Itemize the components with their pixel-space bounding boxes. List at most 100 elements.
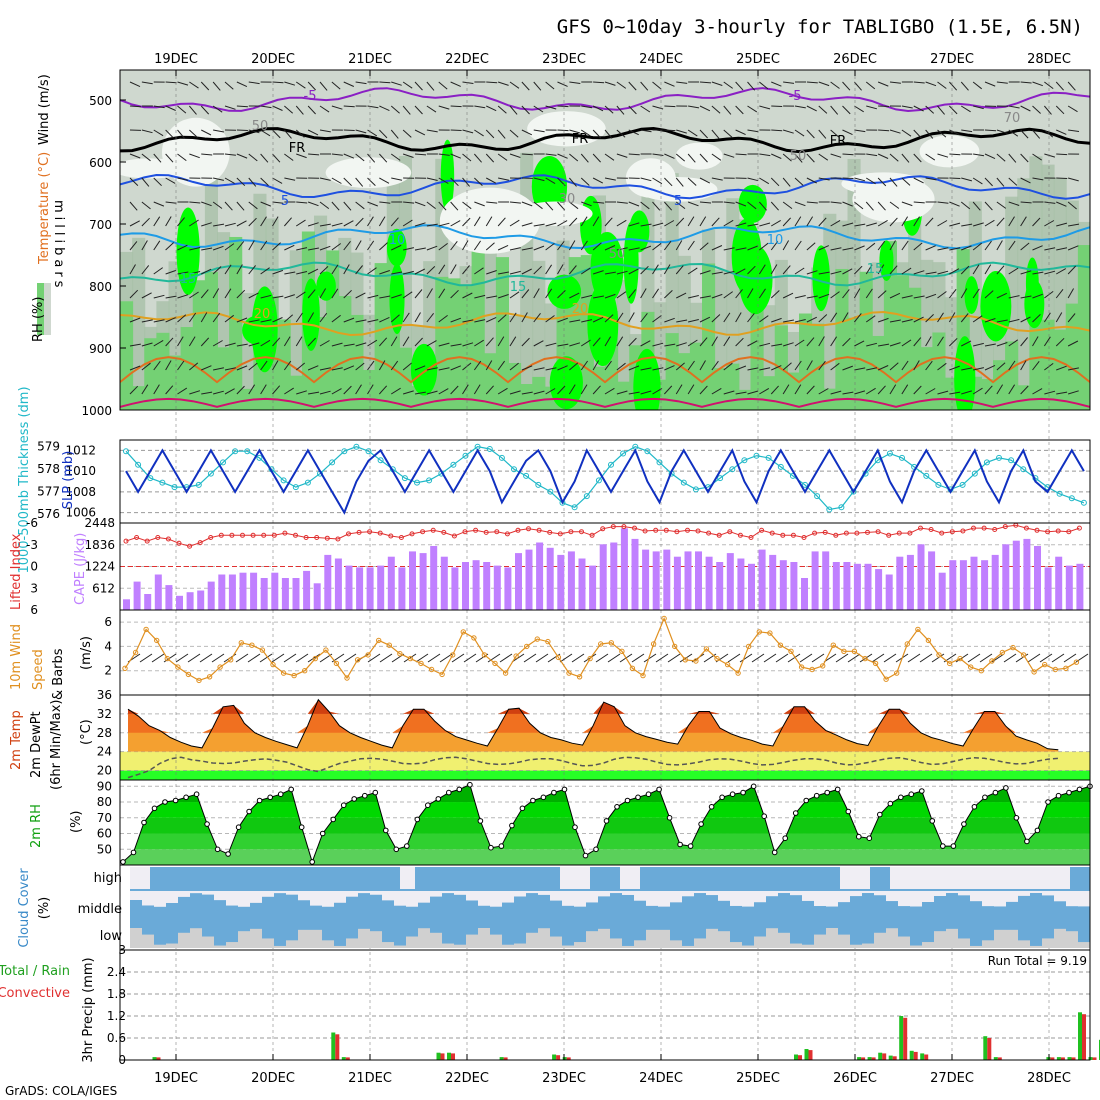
- wind-barb: [735, 247, 747, 251]
- rh-point: [204, 821, 210, 827]
- wind-barb: [153, 201, 165, 207]
- cloud-mid-clear: [526, 891, 538, 894]
- cloud-mid-clear: [910, 891, 922, 907]
- wind-speed-point: [640, 672, 646, 679]
- wind-barb: [996, 153, 1006, 162]
- wind-barb: [699, 129, 708, 139]
- wind-speed-point: [735, 670, 741, 676]
- wind-barb: [1044, 270, 1056, 275]
- precip-total-bar: [888, 1055, 893, 1060]
- wind-barb: [474, 339, 484, 347]
- wind-barb: [604, 245, 616, 251]
- cape-bar: [938, 572, 946, 610]
- wind-barb-10m: [535, 653, 549, 663]
- precip-convective-bar: [1050, 1057, 1055, 1060]
- wind-barb: [723, 153, 735, 158]
- wind-barb: [450, 129, 462, 131]
- li-ylabel: Lifted Index: [9, 533, 24, 610]
- wind-barb: [1067, 265, 1077, 275]
- rh-high-cell: [954, 336, 976, 410]
- wind-barb: [913, 337, 922, 347]
- precip-total-bar: [899, 1016, 904, 1060]
- rh-point: [950, 843, 957, 849]
- wind-barb: [782, 153, 792, 162]
- wind-barb: [331, 314, 341, 323]
- wind-barb: [616, 390, 628, 395]
- wind-barb: [308, 247, 319, 251]
- wind-barb: [568, 240, 576, 251]
- wind-barb: [533, 105, 544, 113]
- wind-barb-10m: [667, 653, 681, 663]
- li-point: [324, 535, 330, 541]
- wind-barb: [937, 220, 948, 227]
- wind-barb: [212, 266, 222, 275]
- thickness-tick-label: 579: [37, 440, 60, 454]
- wind-barb: [438, 105, 450, 110]
- precip-total-bar: [331, 1032, 336, 1060]
- rh-band-green: [338, 296, 352, 410]
- wind-barb: [201, 365, 212, 371]
- cloud-mid-clear: [178, 891, 190, 897]
- li-point: [346, 531, 351, 537]
- wind-barb: [533, 367, 545, 371]
- wind-barb-10m: [919, 653, 933, 663]
- cape-bar: [864, 563, 872, 610]
- wind-barb: [984, 240, 992, 251]
- wind-barb: [901, 216, 909, 227]
- wind-barb: [390, 314, 400, 323]
- wind-barb: [391, 177, 403, 181]
- wind-barb: [367, 267, 377, 275]
- wind-barb: [842, 337, 851, 347]
- wind-barb: [390, 129, 399, 139]
- wind-barb: [557, 240, 565, 251]
- wind-barb: [307, 222, 319, 227]
- wind-barb: [889, 384, 897, 395]
- rh-point: [172, 797, 179, 804]
- wind-barb: [580, 153, 589, 163]
- rh-point: [404, 843, 410, 849]
- contour-label: -5: [304, 89, 317, 104]
- cape-bar: [165, 585, 173, 610]
- wind-barb: [248, 265, 256, 275]
- wind-barb: [664, 365, 675, 371]
- cloud-mid-clear: [310, 891, 322, 906]
- cloud-mid-clear: [1054, 891, 1066, 902]
- wind-barb: [1020, 385, 1029, 395]
- wind-barb: [593, 201, 605, 204]
- wind-barb: [1055, 81, 1064, 91]
- top-date-label: 24DEC: [639, 52, 683, 67]
- rh-high-cell: [389, 263, 405, 335]
- wind-barb: [592, 270, 604, 275]
- wind-barb: [866, 105, 878, 110]
- wind-barb: [462, 217, 471, 227]
- cloud-low-gray: [442, 943, 454, 948]
- cape-bar: [472, 560, 480, 610]
- wind-barb: [877, 317, 889, 323]
- wind-barb: [604, 336, 612, 347]
- cape-bar: [1044, 567, 1052, 610]
- wind-barb: [794, 216, 802, 227]
- wind-speed-point: [1020, 652, 1027, 658]
- cloud-mid-clear: [1066, 891, 1078, 907]
- wind-barb: [1020, 153, 1029, 163]
- wind-barb-10m: [235, 653, 249, 663]
- wind-barb-10m: [1003, 653, 1017, 663]
- wind-barb: [770, 240, 779, 251]
- wind-speed-point: [1073, 659, 1080, 665]
- wind-barb: [711, 177, 723, 181]
- cloud-low-gray: [430, 932, 442, 948]
- wind-barb: [224, 388, 235, 395]
- pressure-tick-label: 600: [89, 156, 112, 170]
- wind-barb: [1008, 177, 1018, 186]
- wind-barb: [747, 340, 758, 347]
- wind-barb: [165, 269, 177, 275]
- wind-barb: [675, 217, 685, 227]
- wind-barb: [497, 336, 505, 347]
- wind-barb: [331, 342, 343, 347]
- wind-barb: [675, 362, 685, 371]
- wind-barb-10m: [703, 653, 717, 663]
- li-point: [896, 530, 902, 536]
- temp-tick-label: 20: [97, 764, 112, 778]
- wind-barb: [711, 245, 723, 251]
- wind-speed-point: [1052, 666, 1059, 673]
